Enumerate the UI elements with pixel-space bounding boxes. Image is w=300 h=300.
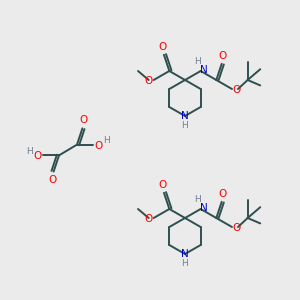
Text: N: N (200, 65, 208, 75)
Text: O: O (159, 42, 167, 52)
Text: O: O (233, 85, 241, 95)
Text: O: O (219, 51, 227, 61)
Text: N: N (181, 111, 189, 121)
Text: H: H (194, 58, 201, 67)
Text: H: H (182, 121, 188, 130)
Text: N: N (200, 203, 208, 213)
Text: H: H (103, 136, 110, 145)
Text: N: N (181, 249, 189, 259)
Text: O: O (145, 76, 153, 86)
Text: H: H (26, 147, 33, 156)
Text: O: O (79, 116, 88, 125)
Text: H: H (194, 196, 201, 205)
Text: O: O (33, 152, 41, 161)
Text: O: O (49, 175, 57, 184)
Text: O: O (94, 141, 103, 151)
Text: O: O (233, 223, 241, 233)
Text: O: O (219, 189, 227, 199)
Text: O: O (145, 214, 153, 224)
Text: H: H (182, 259, 188, 268)
Text: O: O (159, 180, 167, 190)
